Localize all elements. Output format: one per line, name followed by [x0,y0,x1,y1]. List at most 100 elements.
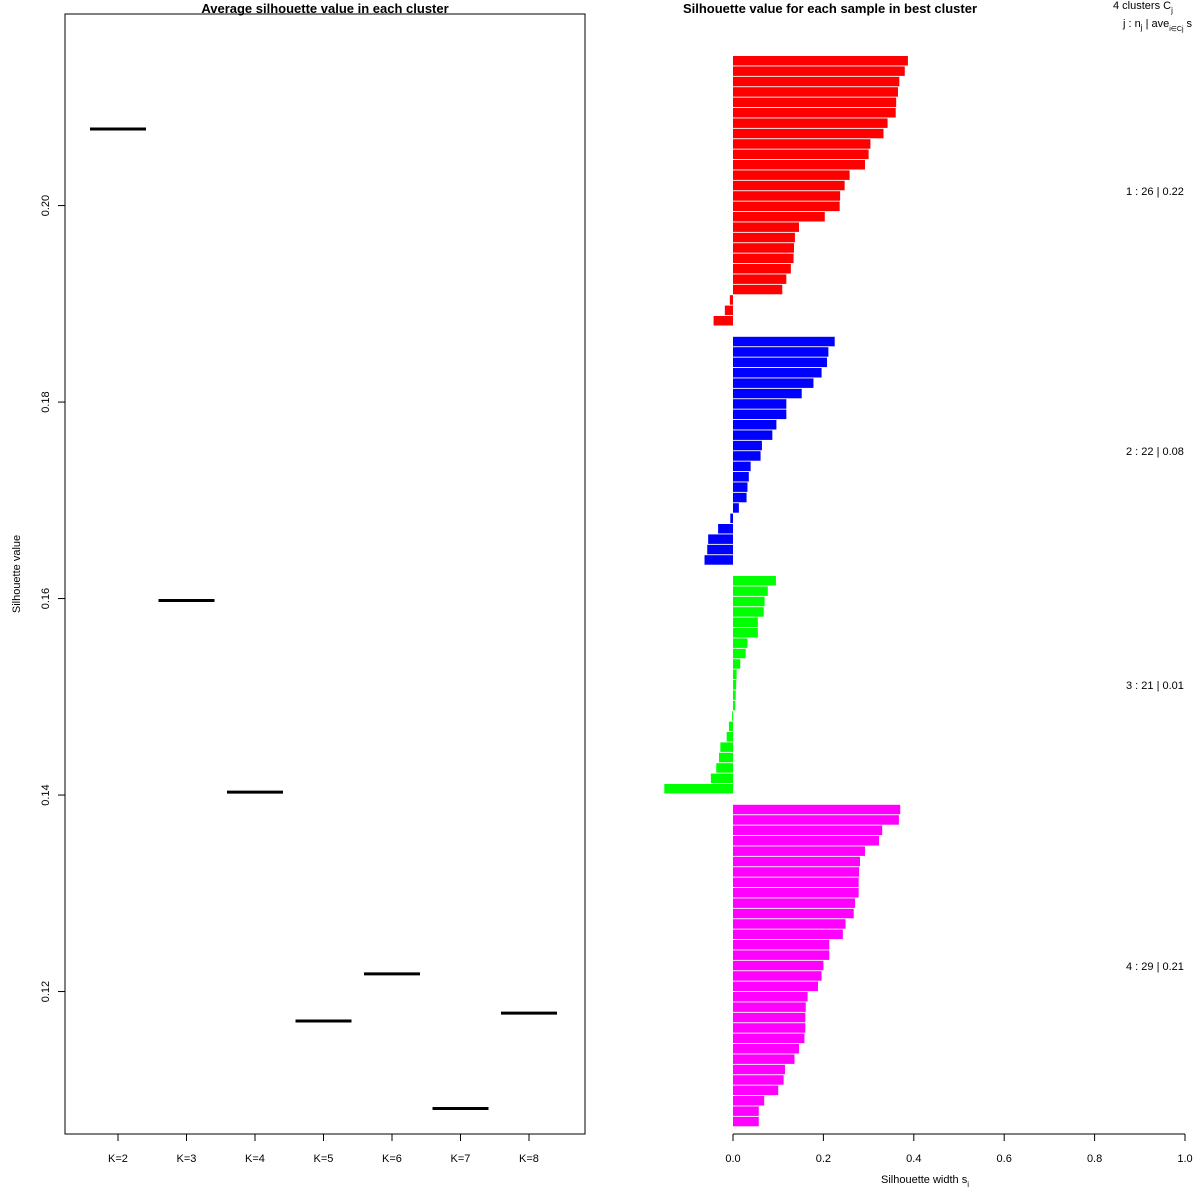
silhouette-bar-cluster-1 [733,66,905,76]
silhouette-bar-cluster-3 [733,576,776,586]
silhouette-bar-cluster-3 [728,721,733,732]
silhouette-bar-cluster-3 [733,586,768,596]
legend-cluster-2: 2 : 22 | 0.08 [1126,446,1184,458]
silhouette-bar-cluster-3 [726,732,733,742]
silhouette-bar-cluster-4 [733,888,859,898]
silhouette-bar-cluster-1 [733,118,888,128]
silhouette-bar-cluster-4 [733,1023,806,1033]
silhouette-bar-cluster-1 [733,160,865,170]
left-x-tick-label: K=8 [519,1153,539,1165]
left-y-axis-title: Silhouette value [11,535,23,613]
silhouette-bar-cluster-2 [733,440,762,451]
left-x-tick-label: K=7 [451,1153,471,1165]
silhouette-bar-cluster-2 [733,461,751,472]
silhouette-bar-cluster-1 [733,201,840,212]
silhouette-bar-cluster-2 [733,357,828,368]
silhouette-bar-cluster-3 [733,617,758,628]
right-x-axis: 0.0 0.2 0.4 0.6 0.8 1.0 [725,1133,1193,1165]
silhouette-bar-cluster-4 [733,1106,759,1116]
silhouette-bar-cluster-4 [733,992,808,1002]
silhouette-bar-cluster-1 [733,222,799,232]
silhouette-bar-cluster-1 [733,264,791,274]
silhouette-bar-cluster-4 [733,846,865,856]
silhouette-bar-cluster-3 [733,700,736,711]
silhouette-bar-cluster-1 [733,76,900,87]
silhouette-bar-cluster-2 [708,534,733,544]
left-y-tick-label: 0.18 [40,391,52,412]
silhouette-bar-cluster-2 [730,513,733,524]
silhouette-bar-cluster-2 [707,544,733,555]
left-plot-frame [64,13,586,1135]
left-y-tick-label: 0.16 [40,588,52,609]
silhouette-bar-cluster-4 [733,950,830,960]
silhouette-bar-cluster-4 [733,1002,806,1012]
silhouette-bar-cluster-4 [733,1085,779,1096]
silhouette-bar-cluster-4 [733,1116,759,1127]
silhouette-bar-cluster-2 [733,388,802,399]
silhouette-bar-cluster-4 [733,1096,765,1106]
silhouette-bar-cluster-1 [713,316,733,326]
silhouette-bar-cluster-2 [733,368,822,378]
silhouette-bar-cluster-1 [733,180,845,191]
left-y-tick-label: 0.14 [40,784,52,805]
silhouette-bar-cluster-1 [733,232,795,243]
left-x-tick-label: K=5 [314,1153,334,1165]
silhouette-bar-cluster-1 [733,170,850,180]
silhouette-bar-cluster-2 [733,492,747,503]
silhouette-bar-cluster-4 [733,867,860,877]
legend-cluster-1: 1 : 26 | 0.22 [1126,186,1184,198]
left-y-axis: 0.12 0.14 0.16 0.18 0.20 [40,195,65,1002]
left-chart-title: Average silhouette value in each cluster [201,1,448,16]
legend-cluster-4: 4 : 29 | 0.21 [1126,961,1184,973]
legend-cluster-3: 3 : 21 | 0.01 [1126,680,1184,692]
silhouette-bar-cluster-1 [733,87,898,97]
right-x-axis-title-sub: i [967,1180,969,1189]
silhouette-bar-cluster-1 [733,191,841,201]
silhouette-bar-cluster-1 [733,139,871,149]
left-y-tick-label: 0.20 [40,195,52,216]
right-x-tick-label: 0.2 [816,1153,831,1165]
left-x-tick-label: K=4 [245,1153,265,1165]
silhouette-bar-cluster-4 [733,960,824,971]
silhouette-bar-cluster-4 [733,908,854,919]
silhouette-bar-cluster-3 [733,659,741,669]
left-panel: Average silhouette value in each cluster… [11,1,586,1165]
legend-header-clusters: 4 clusters Cj [1113,0,1173,15]
legend-header-columns-c: s [1184,18,1193,30]
left-x-tick-label: K=3 [177,1153,197,1165]
left-x-axis: K=2 K=3 K=4 K=5 K=6 K=7 K=8 [108,1134,539,1165]
legend-header-columns-a: j : n [1122,18,1141,30]
left-x-tick-label: K=6 [382,1153,402,1165]
silhouette-bar-cluster-4 [733,1064,785,1075]
legend-rows: 1 : 26 | 0.22 2 : 22 | 0.08 3 : 21 | 0.01 4… [1126,186,1184,973]
silhouette-bar-cluster-1 [733,284,783,295]
silhouette-bar-cluster-4 [733,856,861,867]
silhouette-bar-cluster-4 [733,1012,806,1023]
silhouette-bar-cluster-3 [716,763,733,773]
silhouette-bar-cluster-2 [733,503,739,513]
silhouette-bar-cluster-4 [733,898,856,908]
right-x-tick-label: 1.0 [1177,1153,1192,1165]
legend-header-columns-sub: j [1140,23,1143,32]
silhouette-bar-cluster-2 [718,524,733,534]
right-x-tick-label: 0.8 [1087,1153,1102,1165]
silhouette-bar-cluster-4 [733,804,901,815]
silhouette-bar-cluster-1 [733,212,825,222]
silhouette-bar-cluster-2 [733,336,835,347]
silhouette-bar-cluster-4 [733,1033,805,1044]
legend-header-clusters-main: 4 clusters C [1113,0,1171,12]
silhouette-bar-cluster-2 [733,399,787,409]
silhouette-bar-cluster-4 [733,940,830,950]
silhouette-bar-cluster-1 [724,305,733,316]
silhouette-bar-cluster-2 [733,420,777,430]
silhouette-bar-cluster-4 [733,1044,799,1054]
left-y-tick-label: 0.12 [40,981,52,1002]
silhouette-bar-cluster-3 [718,752,733,763]
right-x-tick-label: 0.0 [725,1153,740,1165]
silhouette-bar-cluster-4 [733,836,879,846]
silhouette-bar-cluster-4 [733,877,859,888]
silhouette-bar-cluster-4 [733,929,843,940]
silhouette-bar-cluster-1 [733,253,794,264]
silhouette-bar-cluster-1 [733,128,884,139]
